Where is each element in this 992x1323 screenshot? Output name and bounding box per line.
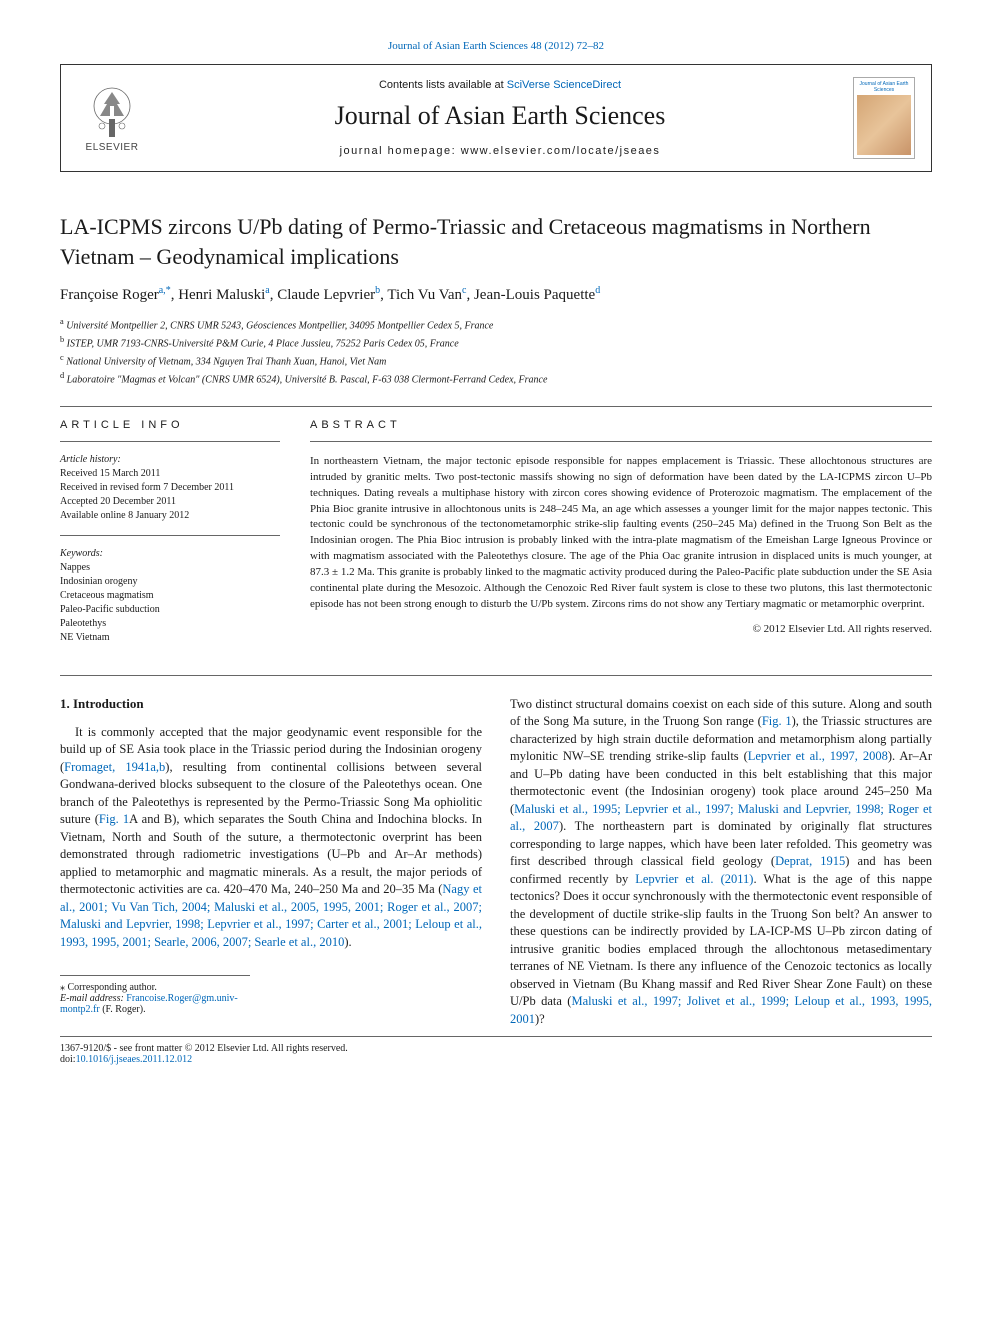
corresponding-label: ⁎ Corresponding author. [60,982,250,993]
affiliation-b: b ISTEP, UMR 7193-CNRS-Université P&M Cu… [60,334,932,352]
affiliation-d: d Laboratoire "Magmas et Volcan" (CNRS U… [60,370,932,388]
cover-title: Journal of Asian Earth Sciences [857,81,911,93]
history-label: Article history: [60,454,280,465]
corresponding-mark[interactable]: * [166,285,171,296]
accepted-date: Accepted 20 December 2011 [60,495,280,509]
intro-paragraph-right: Two distinct structural domains coexist … [510,696,932,1029]
author-4: Tich Vu Van [387,287,462,303]
keyword-2: Indosinian orogeny [60,575,280,589]
ref-fig1[interactable]: Fig. 1 [99,812,129,826]
section-1-heading: 1. Introduction [60,696,482,712]
abstract-column: ABSTRACT In northeastern Vietnam, the ma… [310,419,932,645]
author-5-aff[interactable]: d [595,285,600,296]
ref-fig1-b[interactable]: Fig. 1 [762,714,792,728]
column-right: Two distinct structural domains coexist … [510,696,932,1029]
article-info-heading: ARTICLE INFO [60,419,280,431]
homepage-url: www.elsevier.com/locate/jseaes [461,145,661,157]
divider-info-1 [60,441,280,442]
article-info-column: ARTICLE INFO Article history: Received 1… [60,419,280,645]
article-title: LA-ICPMS zircons U/Pb dating of Permo-Tr… [60,212,932,271]
ref-maluski-1997[interactable]: Maluski et al., 1997; Jolivet et al., 19… [510,994,932,1026]
affiliation-a: a Université Montpellier 2, CNRS UMR 524… [60,316,932,334]
ref-lepvrier-1997[interactable]: Lepvrier et al., 1997, 2008 [748,749,888,763]
journal-header-box: ELSEVIER Contents lists available at Sci… [60,64,932,172]
abstract-text: In northeastern Vietnam, the major tecto… [310,454,932,613]
authors-line: Françoise Rogera,*, Henri Maluskia, Clau… [60,285,932,304]
doi-link[interactable]: 10.1016/j.jseaes.2011.12.012 [76,1054,193,1065]
ref-fromaget[interactable]: Fromaget, 1941a,b [64,760,165,774]
body-columns: 1. Introduction It is commonly accepted … [60,696,932,1029]
divider-top [60,406,932,407]
elsevier-label: ELSEVIER [86,142,139,153]
affiliations-block: a Université Montpellier 2, CNRS UMR 524… [60,316,932,387]
ref-lepvrier-2011[interactable]: Lepvrier et al. (2011) [635,872,753,886]
info-abstract-row: ARTICLE INFO Article history: Received 1… [60,419,932,645]
keywords-list: Nappes Indosinian orogeny Cretaceous mag… [60,561,280,645]
doi-line: doi:10.1016/j.jseaes.2011.12.012 [60,1054,932,1065]
sciencedirect-link[interactable]: SciVerse ScienceDirect [507,79,621,91]
cover-map-image [857,95,911,155]
author-1: Françoise Roger [60,287,159,303]
journal-ref-link[interactable]: Journal of Asian Earth Sciences 48 (2012… [388,40,604,52]
email-label: E-mail address: [60,993,124,1004]
corresponding-email-line: E-mail address: Francoise.Roger@gm.univ-… [60,993,250,1015]
online-date: Available online 8 January 2012 [60,509,280,523]
keyword-4: Paleo-Pacific subduction [60,603,280,617]
journal-reference: Journal of Asian Earth Sciences 48 (2012… [60,40,932,52]
intro-paragraph-left: It is commonly accepted that the major g… [60,724,482,952]
keywords-label: Keywords: [60,548,280,559]
elsevier-logo: ELSEVIER [77,78,147,158]
author-3-aff[interactable]: b [375,285,380,296]
affiliation-c: c National University of Vietnam, 334 Ng… [60,352,932,370]
homepage-label: journal homepage: [340,145,461,157]
author-5: Jean-Louis Paquette [474,287,595,303]
header-center: Contents lists available at SciVerse Sci… [147,79,853,157]
author-2-aff[interactable]: a [265,285,269,296]
abstract-heading: ABSTRACT [310,419,932,431]
keyword-3: Cretaceous magmatism [60,589,280,603]
divider-bottom [60,675,932,676]
elsevier-tree-icon [82,84,142,139]
divider-info-2 [60,535,280,536]
revised-date: Received in revised form 7 December 2011 [60,481,280,495]
email-suffix: (F. Roger). [100,1004,146,1015]
doi-prefix: doi: [60,1054,76,1065]
ref-deprat[interactable]: Deprat, 1915 [775,854,845,868]
abstract-copyright: © 2012 Elsevier Ltd. All rights reserved… [310,623,932,635]
contents-line: Contents lists available at SciVerse Sci… [167,79,833,91]
keyword-5: Paleotethys [60,617,280,631]
author-2: Henri Maluski [178,287,265,303]
author-1-aff[interactable]: a, [159,285,166,296]
received-date: Received 15 March 2011 [60,467,280,481]
author-3: Claude Lepvrier [277,287,375,303]
divider-abstract [310,441,932,442]
author-4-aff[interactable]: c [462,285,466,296]
keyword-1: Nappes [60,561,280,575]
issn-line: 1367-9120/$ - see front matter © 2012 El… [60,1043,932,1054]
column-left: 1. Introduction It is commonly accepted … [60,696,482,1029]
journal-cover-thumbnail: Journal of Asian Earth Sciences [853,77,915,159]
contents-prefix: Contents lists available at [379,79,507,91]
corresponding-author-block: ⁎ Corresponding author. E-mail address: … [60,975,250,1015]
keyword-6: NE Vietnam [60,631,280,645]
journal-name: Journal of Asian Earth Sciences [167,101,833,131]
footer-block: 1367-9120/$ - see front matter © 2012 El… [60,1036,932,1065]
homepage-line: journal homepage: www.elsevier.com/locat… [167,145,833,157]
